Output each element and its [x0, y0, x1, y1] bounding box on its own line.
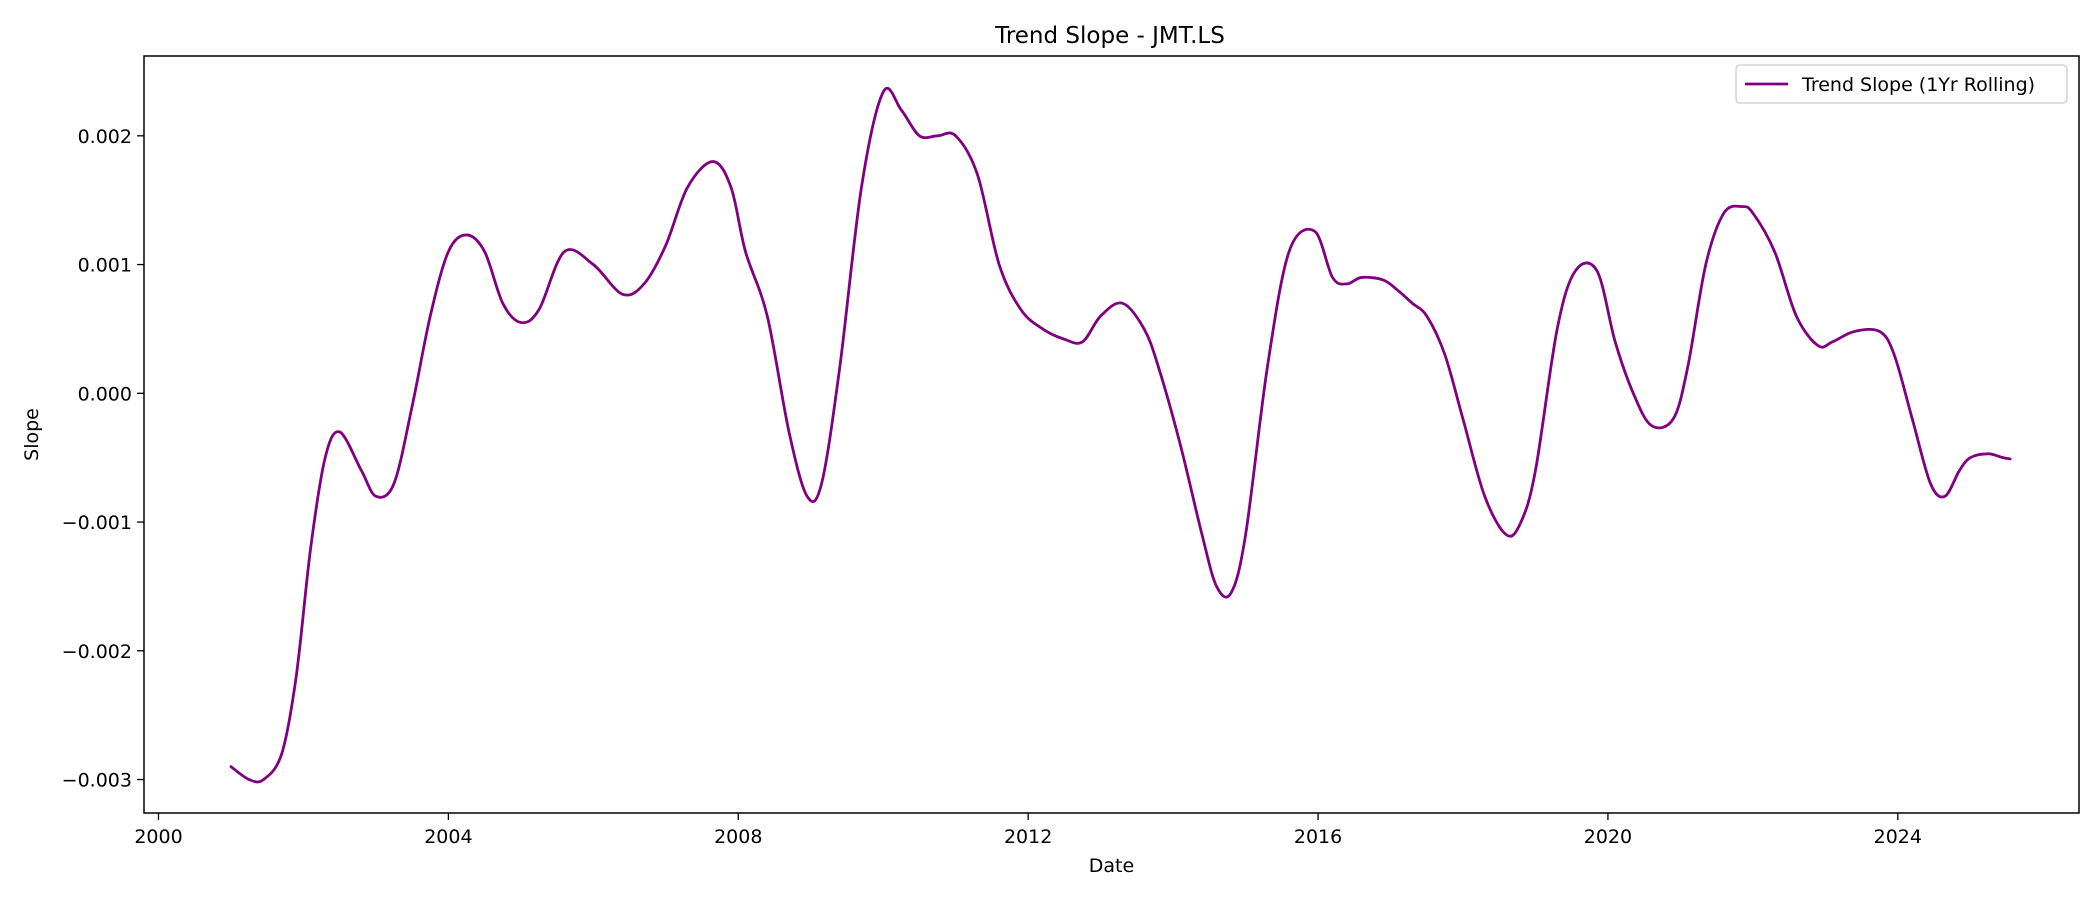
x-axis: 2000 2004 2008 2012 2016 2020 2024 — [134, 813, 1922, 848]
series-lines — [229, 87, 2012, 784]
chart-title: Trend Slope - JMT.LS — [994, 23, 1225, 49]
y-tick-label: −0.002 — [62, 641, 132, 663]
legend: Trend Slope (1Yr Rolling) — [1735, 64, 2068, 104]
series-line-trend-slope — [229, 87, 2012, 784]
y-tick-label: 0.002 — [78, 126, 132, 148]
x-tick-label: 2016 — [1294, 826, 1342, 848]
y-axis: 0.002 0.001 0.000 −0.001 −0.002 −0.003 — [62, 126, 144, 792]
x-tick-label: 2008 — [714, 826, 762, 848]
x-tick-label: 2012 — [1004, 826, 1052, 848]
y-tick-label: −0.003 — [62, 770, 132, 792]
legend-label: Trend Slope (1Yr Rolling) — [1801, 74, 2035, 96]
x-tick-label: 2024 — [1874, 826, 1922, 848]
y-tick-label: 0.001 — [78, 255, 132, 277]
y-axis-label: Slope — [21, 408, 43, 461]
y-tick-label: 0.000 — [78, 383, 132, 405]
x-tick-label: 2020 — [1584, 826, 1632, 848]
x-axis-label: Date — [1089, 855, 1134, 877]
legend-box — [1735, 64, 2068, 104]
x-tick-label: 2000 — [134, 826, 182, 848]
x-tick-label: 2004 — [424, 826, 472, 848]
y-tick-label: −0.001 — [62, 512, 132, 534]
plot-area — [143, 55, 2080, 814]
